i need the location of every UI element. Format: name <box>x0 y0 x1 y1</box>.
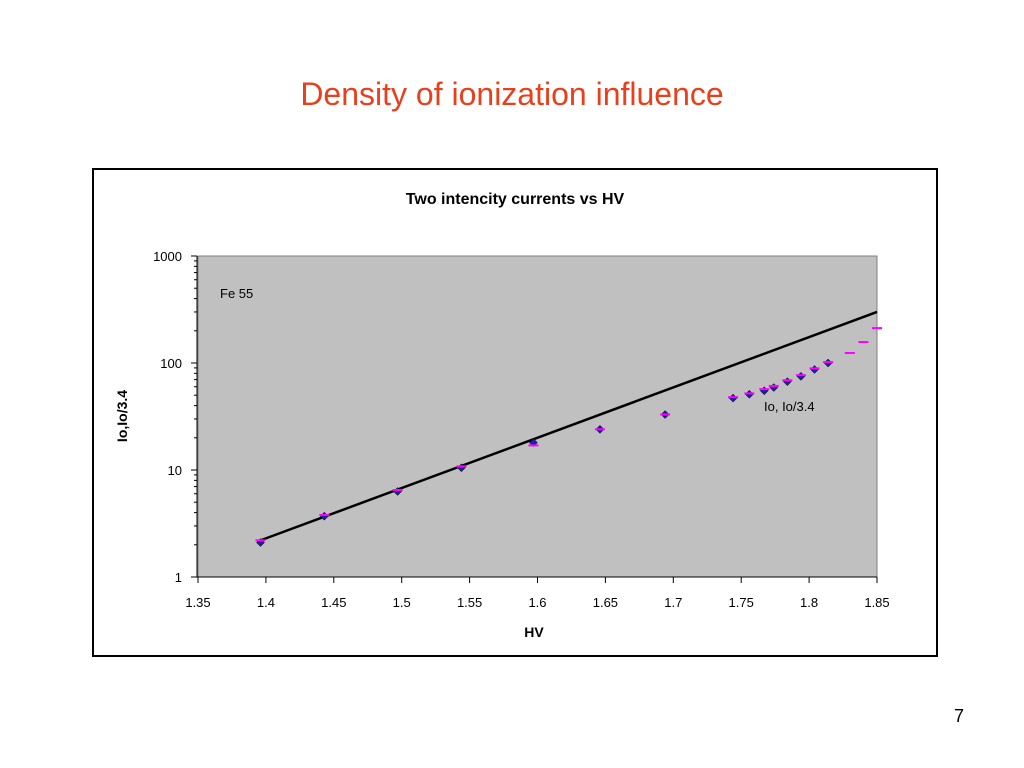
annotation-fe55: Fe 55 <box>220 286 253 301</box>
x-axis-label: HV <box>524 624 544 640</box>
chart-frame: Two intencity currents vs HV 1 10 100 1000 … <box>92 168 938 657</box>
y-tick-label: 1 <box>175 570 182 585</box>
x-axis-ticks: 1.35 1.4 1.45 1.5 1.55 1.6 1.65 1.7 1.75 1.8 1.85 <box>185 577 890 610</box>
marker-layer <box>255 327 882 547</box>
x-tick-label: 1.85 <box>864 595 889 610</box>
y-tick-label: 1000 <box>153 249 182 264</box>
slide-title: Density of ionization influence <box>300 76 724 112</box>
plot-area <box>197 255 878 578</box>
y-axis-label: Io,Io/3.4 <box>114 390 130 442</box>
x-tick-label: 1.55 <box>457 595 482 610</box>
fit-line-layer <box>260 310 878 542</box>
x-tick-label: 1.45 <box>321 595 346 610</box>
x-tick-label: 1.8 <box>800 595 818 610</box>
chart: Two intencity currents vs HV 1101001000 … <box>114 191 890 640</box>
annotation-io-series: Io, Io/3.4 <box>764 399 815 414</box>
x-tick-label: 1.75 <box>729 595 754 610</box>
x-tick-label: 1.7 <box>664 595 682 610</box>
x-tick-label: 1.4 <box>257 595 275 610</box>
y-tick-label: 10 <box>168 463 182 478</box>
fit-line <box>260 310 878 542</box>
x-tick-label: 1.35 <box>185 595 210 610</box>
chart-title: Two intencity currents vs HV <box>406 191 625 208</box>
y-tick-label: 100 <box>160 356 182 371</box>
page-number: 7 <box>953 706 964 726</box>
x-tick-label: 1.5 <box>393 595 411 610</box>
y-axis-ticks: 1 10 100 1000 <box>153 249 197 585</box>
x-tick-label: 1.65 <box>593 595 618 610</box>
x-tick-label: 1.6 <box>528 595 546 610</box>
